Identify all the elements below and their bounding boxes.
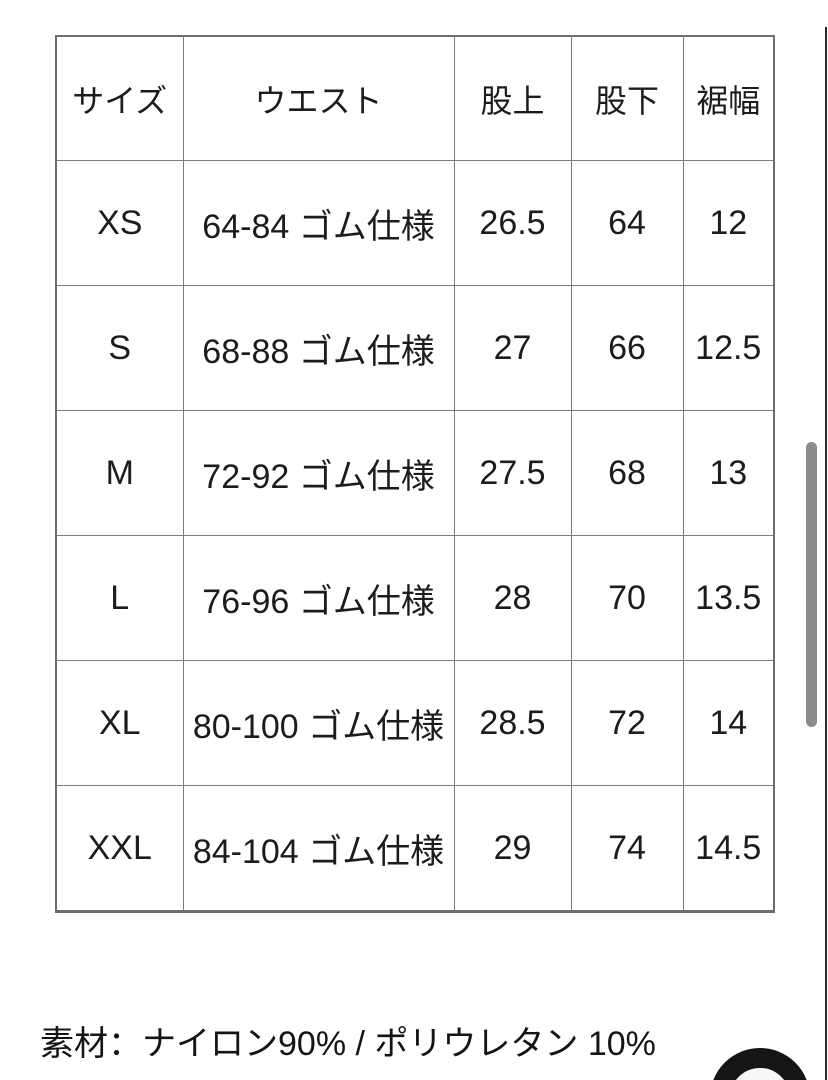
waist-cell: 84-104 ゴム仕様 (182, 785, 455, 913)
rise-cell: 26.5 (453, 160, 572, 286)
size-cell: XL (55, 660, 184, 786)
table-row: XS 64-84 ゴム仕様 26.5 64 12 (55, 160, 775, 286)
inseam-cell: 70 (570, 535, 684, 661)
size-chart-table: サイズ ウエスト 股上 股下 裾幅 XS 64-84 ゴム仕様 26.5 64 … (55, 35, 775, 913)
column-header-waist: ウエスト (182, 35, 455, 161)
hem-width-cell: 14.5 (682, 785, 775, 913)
table-header-row: サイズ ウエスト 股上 股下 裾幅 (55, 35, 775, 161)
scrollbar-thumb[interactable] (806, 442, 817, 727)
floating-ring-badge[interactable] (710, 1048, 810, 1080)
hem-width-cell: 14 (682, 660, 775, 786)
size-cell: XS (55, 160, 184, 286)
table-row: XXL 84-104 ゴム仕様 29 74 14.5 (55, 785, 775, 913)
rise-cell: 28.5 (453, 660, 572, 786)
hem-width-cell: 12 (682, 160, 775, 286)
table-row: S 68-88 ゴム仕様 27 66 12.5 (55, 285, 775, 411)
rise-cell: 27 (453, 285, 572, 411)
inseam-cell: 66 (570, 285, 684, 411)
right-edge-divider (825, 27, 827, 1080)
size-cell: L (55, 535, 184, 661)
column-header-rise: 股上 (453, 35, 572, 161)
hem-width-cell: 12.5 (682, 285, 775, 411)
rise-cell: 27.5 (453, 410, 572, 536)
hem-width-cell: 13 (682, 410, 775, 536)
inseam-cell: 68 (570, 410, 684, 536)
waist-cell: 64-84 ゴム仕様 (182, 160, 455, 286)
inseam-cell: 72 (570, 660, 684, 786)
column-header-size: サイズ (55, 35, 184, 161)
rise-cell: 29 (453, 785, 572, 913)
hem-width-cell: 13.5 (682, 535, 775, 661)
size-cell: M (55, 410, 184, 536)
inseam-cell: 74 (570, 785, 684, 913)
table-row: L 76-96 ゴム仕様 28 70 13.5 (55, 535, 775, 661)
table-row: XL 80-100 ゴム仕様 28.5 72 14 (55, 660, 775, 786)
size-cell: XXL (55, 785, 184, 913)
column-header-hem-width: 裾幅 (682, 35, 775, 161)
column-header-inseam: 股下 (570, 35, 684, 161)
waist-cell: 80-100 ゴム仕様 (182, 660, 455, 786)
waist-cell: 68-88 ゴム仕様 (182, 285, 455, 411)
table-row: M 72-92 ゴム仕様 27.5 68 13 (55, 410, 775, 536)
rise-cell: 28 (453, 535, 572, 661)
material-note: 素材：ナイロン90% / ポリウレタン 10% (40, 1025, 656, 1063)
inseam-cell: 64 (570, 160, 684, 286)
size-cell: S (55, 285, 184, 411)
waist-cell: 72-92 ゴム仕様 (182, 410, 455, 536)
waist-cell: 76-96 ゴム仕様 (182, 535, 455, 661)
